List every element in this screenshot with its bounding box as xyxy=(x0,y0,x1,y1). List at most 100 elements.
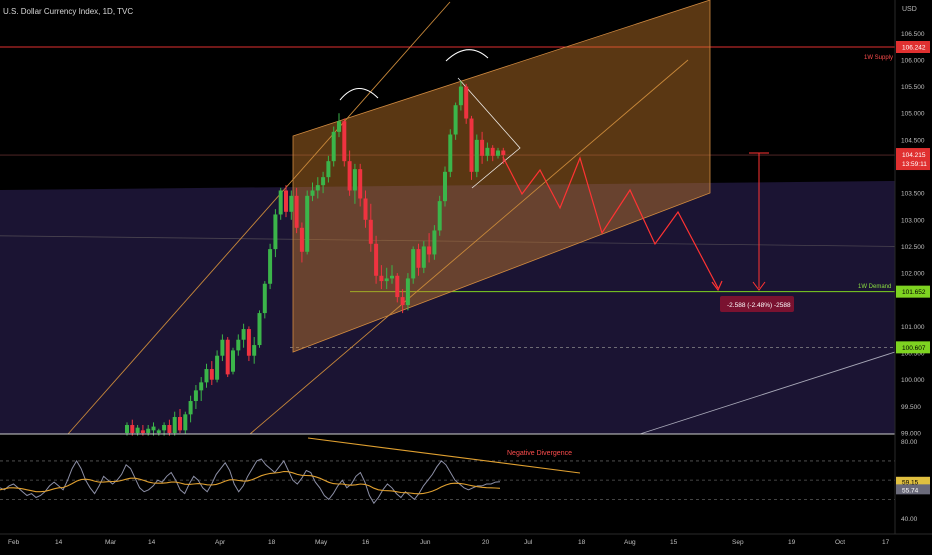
rsi-value-badge: 59.15 xyxy=(902,479,919,486)
candle[interactable] xyxy=(188,395,193,423)
lower-trendline[interactable] xyxy=(249,59,689,435)
rsi-line[interactable] xyxy=(0,458,501,505)
time-tick-label: 18 xyxy=(268,539,276,546)
candle[interactable] xyxy=(379,265,384,290)
rsi-ma-line[interactable] xyxy=(0,470,501,495)
candle[interactable] xyxy=(178,409,182,433)
candle[interactable] xyxy=(374,235,379,284)
candle[interactable] xyxy=(225,337,230,378)
candle[interactable] xyxy=(347,150,352,196)
candle[interactable] xyxy=(172,411,177,436)
candle-body xyxy=(146,428,151,433)
price-tick-label: 103.500 xyxy=(901,191,925,198)
measure-label-box xyxy=(720,296,794,312)
candle[interactable] xyxy=(368,203,373,252)
candle[interactable] xyxy=(193,385,198,410)
candle[interactable] xyxy=(352,163,357,204)
candle-body xyxy=(496,150,500,156)
candle[interactable] xyxy=(215,350,220,383)
candle[interactable] xyxy=(496,147,500,159)
candle[interactable] xyxy=(358,163,363,207)
candle[interactable] xyxy=(236,334,241,356)
candle-body xyxy=(241,329,246,340)
candle[interactable] xyxy=(315,177,320,199)
candle[interactable] xyxy=(337,113,341,138)
candle-body xyxy=(458,86,463,106)
candle[interactable] xyxy=(458,81,463,111)
candle[interactable] xyxy=(427,233,432,263)
candle[interactable] xyxy=(273,209,278,258)
candle[interactable] xyxy=(485,142,490,162)
candle[interactable] xyxy=(331,126,336,167)
candle[interactable] xyxy=(432,225,437,260)
upper-trendline[interactable] xyxy=(67,1,451,435)
candle[interactable] xyxy=(204,363,209,388)
candle[interactable] xyxy=(416,243,421,276)
price-axis[interactable]: USD 106.500 106.000 105.500 105.000 104.500 1… xyxy=(894,0,930,534)
candle[interactable] xyxy=(310,182,315,202)
time-tick-label: Oct xyxy=(835,539,845,546)
candle[interactable] xyxy=(231,347,235,375)
candle[interactable] xyxy=(326,155,331,183)
price-tick-label: 99.000 xyxy=(901,431,921,438)
candle[interactable] xyxy=(395,273,400,303)
candle[interactable] xyxy=(151,422,156,436)
candle[interactable] xyxy=(156,428,161,436)
candle[interactable] xyxy=(130,419,135,436)
candle[interactable] xyxy=(474,134,479,178)
candle[interactable] xyxy=(321,171,326,194)
candle[interactable] xyxy=(480,131,485,164)
candle-body xyxy=(204,369,209,383)
ascending-channel[interactable] xyxy=(292,0,711,353)
price-tick-label: 102.000 xyxy=(901,271,925,278)
candle[interactable] xyxy=(209,361,214,386)
candle[interactable] xyxy=(284,185,288,218)
candle-body xyxy=(337,121,341,132)
candle[interactable] xyxy=(464,83,469,124)
time-tick-label: 16 xyxy=(362,539,370,546)
candle[interactable] xyxy=(125,422,129,436)
candle-body xyxy=(464,86,469,119)
candle[interactable] xyxy=(294,187,299,234)
candle[interactable] xyxy=(305,190,310,255)
candle[interactable] xyxy=(183,411,188,435)
candle[interactable] xyxy=(289,190,294,220)
candle[interactable] xyxy=(363,190,368,228)
candle[interactable] xyxy=(257,310,262,348)
candle[interactable] xyxy=(437,195,442,236)
candle[interactable] xyxy=(241,323,246,348)
time-axis[interactable]: Feb 14 Mar 14 Apr 18 May 16 Jun 20 Jul 18 Aug 15 Sep 19… xyxy=(0,533,932,546)
candle[interactable] xyxy=(443,166,447,207)
price-tick-label: 105.000 xyxy=(901,111,925,118)
candle[interactable] xyxy=(278,187,283,220)
candle[interactable] xyxy=(342,118,347,167)
candle-body xyxy=(379,275,384,282)
candle[interactable] xyxy=(220,334,225,362)
candle[interactable] xyxy=(299,222,304,263)
candle[interactable] xyxy=(501,147,506,164)
candle[interactable] xyxy=(448,129,453,178)
candle[interactable] xyxy=(246,326,251,362)
candle[interactable] xyxy=(421,241,426,274)
candle[interactable] xyxy=(411,246,416,284)
divergence-line[interactable] xyxy=(307,437,581,474)
candle[interactable] xyxy=(199,377,204,402)
candle[interactable] xyxy=(405,273,410,311)
candle[interactable] xyxy=(262,281,267,319)
candle[interactable] xyxy=(390,265,394,284)
price-tick-label: 104.500 xyxy=(901,137,925,144)
candlestick-series[interactable] xyxy=(125,81,506,436)
candle[interactable] xyxy=(162,422,167,436)
candle[interactable] xyxy=(453,102,458,140)
candle[interactable] xyxy=(167,419,172,436)
candle[interactable] xyxy=(469,115,474,180)
candle-body xyxy=(178,417,182,431)
candle-body xyxy=(246,329,251,356)
candle[interactable] xyxy=(268,243,273,290)
candle[interactable] xyxy=(384,267,389,290)
candle[interactable] xyxy=(252,337,257,364)
candle[interactable] xyxy=(490,145,495,162)
candle[interactable] xyxy=(400,289,405,314)
